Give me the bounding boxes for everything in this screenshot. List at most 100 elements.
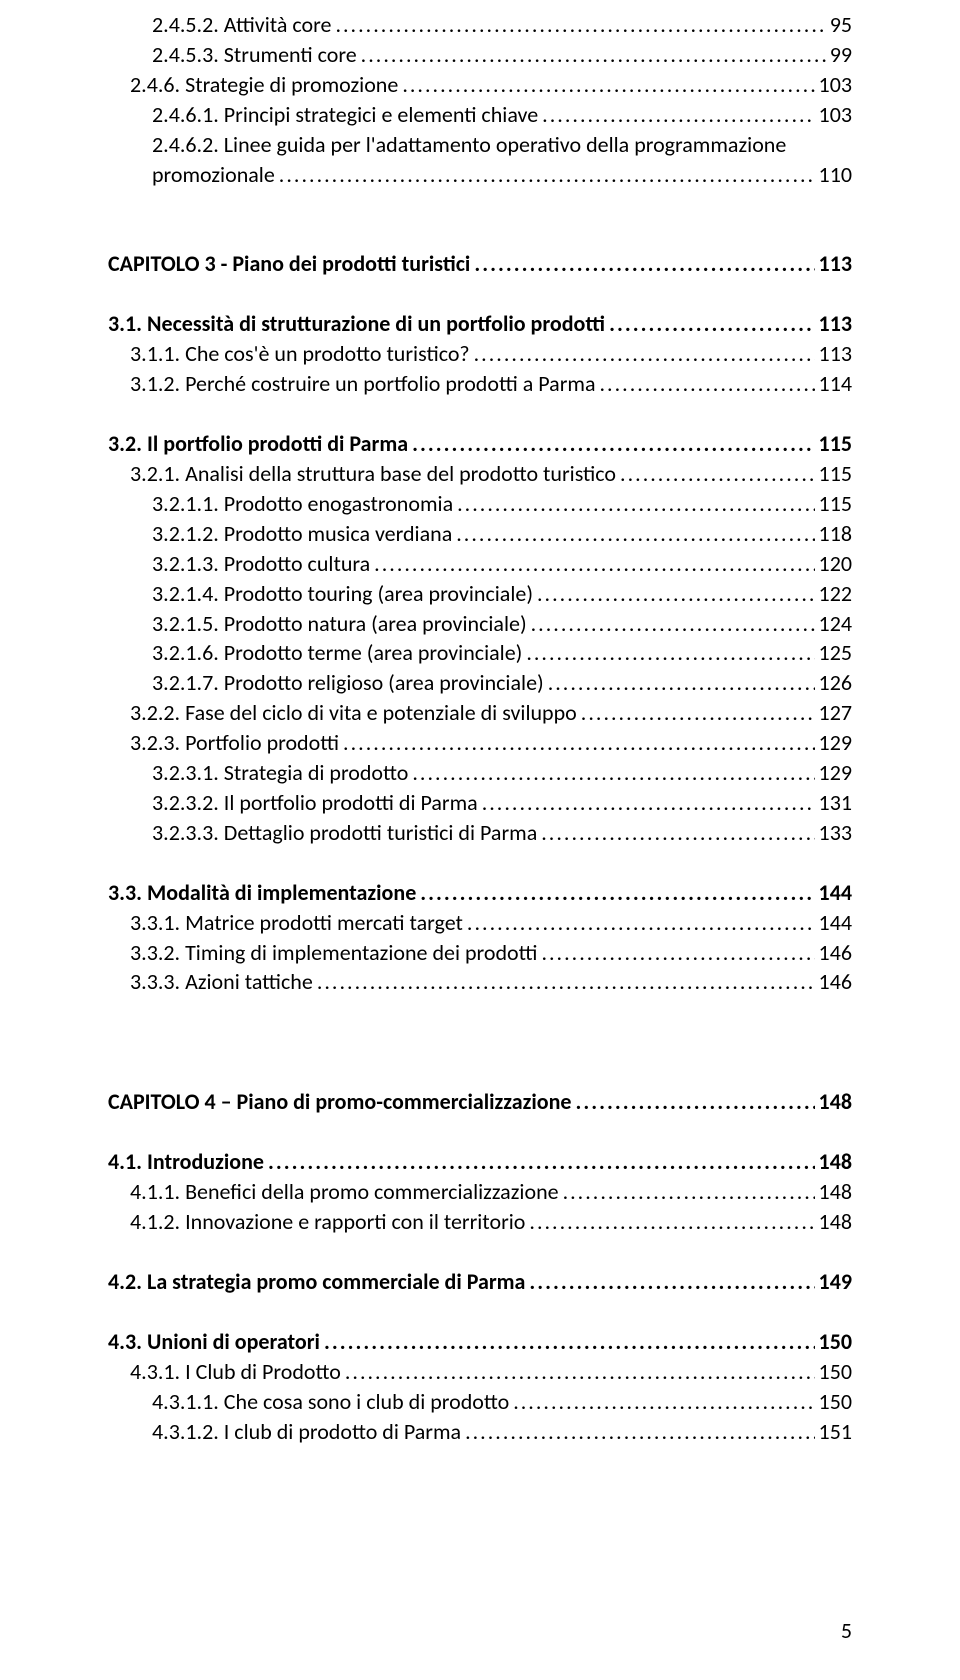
toc-entry-page: 144 [819,878,852,908]
toc-leader-dots [526,638,814,668]
toc-entry-label: 4.1.2. Innovazione e rapporti con il ter… [130,1207,525,1237]
toc-entry-page: 113 [819,339,852,369]
toc-gap [108,1117,852,1147]
toc-entry: 3.2.1.3. Prodotto cultura 120 [152,549,852,579]
toc-entry-label: 3.2.1.1. Prodotto enogastronomia [152,489,453,519]
toc-entry-label: 3.2.1.7. Prodotto religioso (area provin… [152,668,544,698]
toc-entry-label: 4.1. Introduzione [108,1147,264,1177]
toc-entry-label: 3.2.2. Fase del ciclo di vita e potenzia… [130,698,577,728]
toc-entry-label: 3.2.1.6. Prodotto terme (area provincial… [152,638,522,668]
toc-entry: 3.2.1.7. Prodotto religioso (area provin… [152,668,852,698]
toc-entry-label: 3.2.1.5. Prodotto natura (area provincia… [152,609,527,639]
toc-leader-dots [402,70,814,100]
toc-entry: 4.3.1. I Club di Prodotto 150 [130,1357,852,1387]
toc-entry-page: 150 [819,1357,852,1387]
toc-entry-page: 133 [819,818,852,848]
toc-entry: promozionale 110 [152,160,852,190]
toc-leader-dots [474,339,815,369]
toc-leader-dots [575,1087,814,1117]
toc-leader-dots [420,878,814,908]
toc-entry-label: 3.3.2. Timing di implementazione dei pro… [130,938,537,968]
toc-entry-page: 146 [819,967,852,997]
toc-entry-page: 126 [819,668,852,698]
toc-entry-label: 3.2.3.2. Il portfolio prodotti di Parma [152,788,478,818]
toc-leader-dots [513,1387,814,1417]
toc-entry-label: 3.2.3. Portfolio prodotti [130,728,339,758]
toc-entry: 2.4.5.2. Attività core 95 [152,10,852,40]
toc-entry: 2.4.6.1. Principi strategici e elementi … [152,100,852,130]
toc-leader-dots [317,967,815,997]
toc-entry-page: 115 [819,429,852,459]
toc-leader-dots [581,698,815,728]
toc-leader-dots [279,160,815,190]
toc-leader-dots [335,10,825,40]
toc-entry-label: 2.4.6. Strategie di promozione [130,70,398,100]
toc-entry: 3.2.1.5. Prodotto natura (area provincia… [152,609,852,639]
toc-entry-label: 3.2.3.1. Strategia di prodotto [152,758,408,788]
toc-gap [108,1297,852,1327]
toc-entry-page: 124 [819,609,852,639]
toc-entry-label: 4.1.1. Benefici della promo commercializ… [130,1177,559,1207]
toc-entry-label: 3.1.1. Che cos'è un prodotto turistico? [130,339,470,369]
toc-entry-page: 110 [819,160,852,190]
toc-leader-dots [529,1267,814,1297]
toc-gap [108,1237,852,1267]
toc-leader-dots [599,369,814,399]
toc-entry-page: 148 [819,1207,852,1237]
toc-leader-dots [361,40,826,70]
toc-entry-label: 4.3. Unioni di operatori [108,1327,320,1357]
toc-entry-label: 2.4.6.1. Principi strategici e elementi … [152,100,538,130]
toc-entry: 4.1.1. Benefici della promo commercializ… [130,1177,852,1207]
toc-entry-label: CAPITOLO 4 – Piano di promo-commercializ… [108,1087,571,1117]
toc-leader-dots [537,579,815,609]
toc-entry-label: 3.3.1. Matrice prodotti mercati target [130,908,463,938]
toc-entry: 3.3.1. Matrice prodotti mercati target 1… [130,908,852,938]
toc-entry-label: 4.3.1. I Club di Prodotto [130,1357,341,1387]
toc-entry: 4.3. Unioni di operatori 150 [108,1327,852,1357]
toc-entry-label: 2.4.6.2. Linee guida per l'adattamento o… [152,130,786,160]
toc-entry-label: 3.2.1.4. Prodotto touring (area provinci… [152,579,533,609]
toc-entry-label: 3.1. Necessità di strutturazione di un p… [108,309,605,339]
toc-entry: 3.3.3. Azioni tattiche 146 [130,967,852,997]
toc-entry-page: 122 [819,579,852,609]
toc-entry: 2.4.6.2. Linee guida per l'adattamento o… [152,130,852,160]
toc-entry-page: 148 [819,1177,852,1207]
toc-leader-dots [456,519,814,549]
toc-entry-page: 120 [819,549,852,579]
toc-entry: 3.2.1. Analisi della struttura base del … [130,459,852,489]
toc-entry-label: 3.2.1. Analisi della struttura base del … [130,459,616,489]
toc-leader-dots [563,1177,815,1207]
toc-entry-page: 149 [819,1267,852,1297]
toc-entry: 3.2. Il portfolio prodotti di Parma 115 [108,429,852,459]
toc-entry-label: 2.4.5.2. Attività core [152,10,331,40]
toc-entry-label: 3.3.3. Azioni tattiche [130,967,313,997]
toc-entry-page: 95 [830,10,852,40]
toc-entry-page: 113 [819,249,852,279]
toc-entry: 2.4.5.3. Strumenti core 99 [152,40,852,70]
table-of-contents: 2.4.5.2. Attività core 952.4.5.3. Strume… [108,10,852,1447]
toc-leader-dots [345,1357,815,1387]
toc-entry-page: 129 [819,758,852,788]
toc-entry-label: promozionale [152,160,275,190]
toc-leader-dots [374,549,814,579]
toc-entry-page: 103 [819,100,852,130]
toc-entry-page: 114 [819,369,852,399]
toc-entry: 3.1. Necessità di strutturazione di un p… [108,309,852,339]
toc-leader-dots [548,668,815,698]
toc-leader-dots [474,249,814,279]
toc-entry: 3.1.1. Che cos'è un prodotto turistico? … [130,339,852,369]
toc-entry-page: 146 [819,938,852,968]
toc-entry-page: 150 [819,1387,852,1417]
toc-entry-label: 4.3.1.1. Che cosa sono i club di prodott… [152,1387,509,1417]
toc-entry: 3.2.1.6. Prodotto terme (area provincial… [152,638,852,668]
toc-leader-dots [268,1147,815,1177]
toc-entry-label: 4.3.1.2. I club di prodotto di Parma [152,1417,461,1447]
toc-leader-dots [465,1417,814,1447]
toc-leader-dots [542,100,814,130]
toc-entry-page: 115 [819,489,852,519]
toc-entry-page: 125 [819,638,852,668]
toc-leader-dots [412,429,814,459]
toc-entry-page: 127 [819,698,852,728]
toc-gap [108,189,852,249]
toc-leader-dots [482,788,815,818]
